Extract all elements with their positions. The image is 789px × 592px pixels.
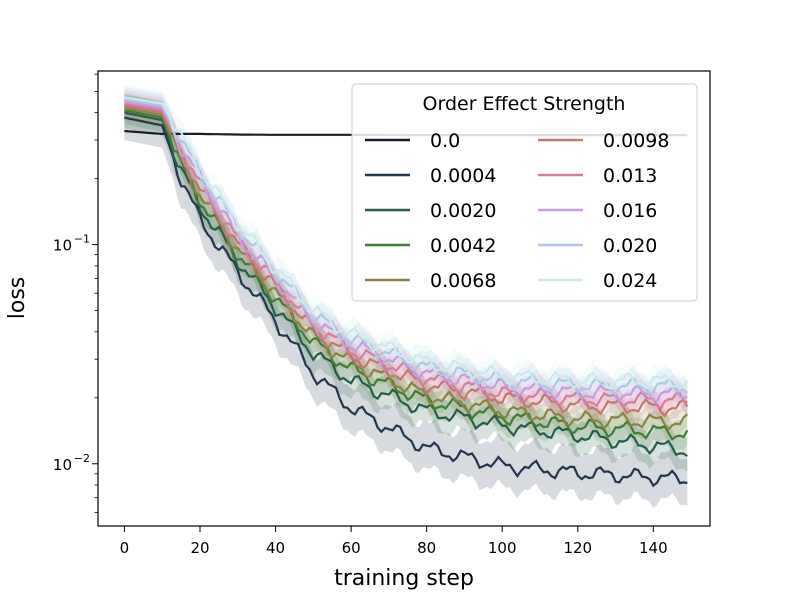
legend-box — [351, 83, 698, 302]
x-tick-label: 100 — [488, 539, 517, 557]
y-tick-label: 10 — [53, 456, 72, 474]
legend-label: 0.020 — [603, 235, 657, 257]
band-0.020 — [124, 86, 688, 405]
legend-label: 0.013 — [603, 165, 657, 187]
legend-label: 0.0042 — [430, 235, 496, 257]
y-tick-exponent: −1 — [74, 233, 90, 246]
x-tick-label: 40 — [266, 539, 285, 557]
band-0.0042 — [124, 94, 688, 454]
series-line-0.0004 — [124, 116, 688, 488]
band-0.013 — [124, 91, 688, 419]
legend-title: Order Effect Strength — [423, 93, 626, 115]
x-tick-label: 0 — [120, 539, 130, 557]
series-line-0.016 — [124, 100, 688, 403]
x-tick-label: 80 — [417, 539, 436, 557]
y-tick-label: 10 — [53, 237, 72, 255]
x-axis-label: training step — [334, 566, 474, 591]
band-0.024 — [124, 84, 688, 400]
legend-label: 0.0020 — [430, 200, 496, 222]
legend-label: 0.0068 — [430, 270, 496, 292]
series-lines — [124, 96, 689, 488]
legend-label: 0.0098 — [603, 130, 669, 152]
legend-label: 0.024 — [603, 270, 657, 292]
y-tick-exponent: −2 — [74, 452, 90, 465]
series-line-0.0020 — [124, 111, 688, 458]
series-line-0.0068 — [124, 107, 689, 432]
legend-label: 0.0004 — [430, 165, 496, 187]
legend: Order Effect Strength 0.00.00040.00200.0… — [351, 83, 698, 302]
x-tick-label: 120 — [563, 539, 592, 557]
band-0.0004 — [124, 94, 688, 509]
legend-label: 0.0 — [430, 130, 460, 152]
x-axis-ticks: 0 20 40 60 80 100 120 140 — [120, 526, 668, 557]
x-tick-label: 20 — [190, 539, 209, 557]
x-tick-label: 140 — [639, 539, 668, 557]
plot-frame — [97, 70, 711, 527]
series-line-0.020 — [124, 98, 688, 396]
y-axis-label: loss — [5, 277, 30, 320]
legend-label: 0.016 — [603, 200, 657, 222]
legend-items: 0.0 0.0004 0.0020 0.0042 0.0068 0.0098 0.013 0.… — [365, 130, 669, 292]
series-line-0.024 — [124, 96, 689, 390]
x-tick-label: 60 — [342, 539, 361, 557]
y-axis-ticks: 10−110−2 — [53, 73, 98, 513]
